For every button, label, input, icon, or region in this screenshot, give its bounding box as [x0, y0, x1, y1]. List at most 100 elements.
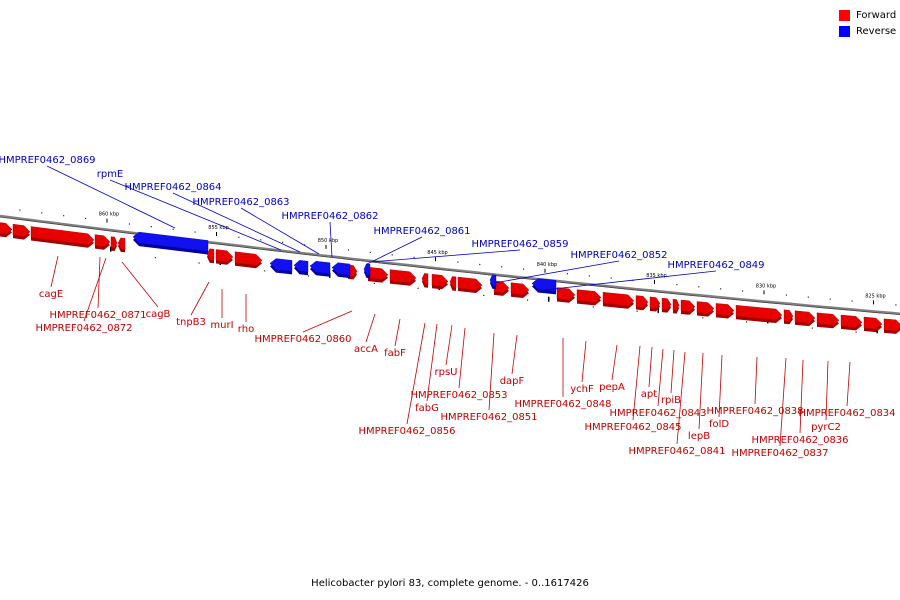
gene-label-rpsu[interactable]: rpsU: [435, 367, 458, 378]
gene-arrow-fabf[interactable]: [389, 269, 417, 286]
gene-arrow-f-post2[interactable]: [883, 318, 900, 334]
gene-label-hmpref0462-0843[interactable]: HMPREF0462_0843: [609, 408, 706, 419]
gene-arrow-hmpref0462-0871[interactable]: [94, 234, 111, 250]
gene-arrow-hmpref0462-0872[interactable]: [110, 236, 118, 252]
gene-arrow-hmpref0462-0852[interactable]: [531, 278, 557, 295]
gene-arrow-f-pre1[interactable]: [0, 222, 13, 238]
gene-label-ychf[interactable]: ychF: [570, 384, 594, 395]
gene-label-hmpref0462-0864[interactable]: HMPREF0462_0864: [124, 182, 221, 193]
gene-label-tnpb3[interactable]: tnpB3: [176, 317, 206, 328]
gene-label-hmpref0462-0860[interactable]: HMPREF0462_0860: [254, 334, 351, 345]
gene-arrow-hmpref0462-0845[interactable]: [635, 295, 649, 311]
gene-label-apt[interactable]: apt: [641, 389, 657, 400]
gene-arrow-muri[interactable]: [215, 249, 234, 265]
gene-arrow-hmpref0462-0856[interactable]: [421, 273, 429, 288]
leader-line-hmpref0462-0843: [657, 348, 664, 407]
gene-label-hmpref0462-0861[interactable]: HMPREF0462_0861: [373, 226, 470, 237]
gene-label-hmpref0462-0834[interactable]: HMPREF0462_0834: [798, 408, 895, 419]
lower-tick: [548, 296, 550, 302]
gene-label-hmpref0462-0845[interactable]: HMPREF0462_0845: [584, 422, 681, 433]
gene-label-hmpref0462-0852[interactable]: HMPREF0462_0852: [570, 250, 667, 261]
gene-arrow-apt[interactable]: [649, 296, 661, 312]
minor-tick-lower: [417, 287, 419, 289]
gene-label-rpib[interactable]: rpiB: [661, 395, 681, 406]
gene-label-muri[interactable]: murI: [210, 320, 233, 331]
gene-arrow-hmpref0462-0837[interactable]: [783, 309, 794, 325]
gene-arrow-rpme[interactable]: [269, 258, 293, 275]
gene-label-fabg[interactable]: fabG: [415, 403, 439, 414]
gene-label-dapf[interactable]: dapF: [500, 376, 525, 387]
gene-label-hmpref0462-0837[interactable]: HMPREF0462_0837: [731, 448, 828, 459]
minor-tick: [369, 251, 371, 254]
gene-arrow-f-post1[interactable]: [863, 316, 883, 333]
gene-arrow-hmpref0462-0843[interactable]: [661, 297, 672, 313]
gene-arrow-hmpref0462-0860[interactable]: [347, 264, 358, 280]
gene-label-hmpref0462-0862[interactable]: HMPREF0462_0862: [281, 211, 378, 222]
gene-arrow-rho[interactable]: [234, 251, 263, 269]
gene-label-hmpref0462-0856[interactable]: HMPREF0462_0856: [358, 426, 455, 437]
gene-label-acca[interactable]: accA: [354, 344, 378, 355]
gene-arrow-hmpref0462-0853[interactable]: [457, 276, 483, 293]
gene-arrow-lepb[interactable]: [696, 301, 715, 317]
gene-arrow-fabg[interactable]: [431, 273, 449, 290]
gene-label-lepb[interactable]: lepB: [688, 431, 710, 442]
gene-label-hmpref0462-0853[interactable]: HMPREF0462_0853: [410, 390, 507, 401]
minor-tick: [479, 263, 481, 266]
gene-label-hmpref0462-0848[interactable]: HMPREF0462_0848: [514, 399, 611, 410]
gene-arrow-rpib[interactable]: [672, 298, 680, 314]
leader-line-hmpref0462-0845: [632, 345, 641, 421]
gene-arrow-pepa[interactable]: [602, 292, 635, 309]
gene-label-hmpref0462-0869[interactable]: HMPREF0462_0869: [0, 155, 96, 166]
gene-label-hmpref0462-0851[interactable]: HMPREF0462_0851: [440, 412, 537, 423]
gene-arrow-hmpref0462-0841[interactable]: [680, 299, 696, 315]
gene-label-rho[interactable]: rho: [238, 324, 254, 335]
gene-arrow-hmpref0462-0869[interactable]: [132, 231, 209, 255]
gene-label-hmpref0462-0871[interactable]: HMPREF0462_0871: [49, 310, 146, 321]
gene-arrow-hmpref0462-0864[interactable]: [293, 260, 309, 276]
gene-label-hmpref0462-0836[interactable]: HMPREF0462_0836: [751, 435, 848, 446]
gene-label-cagb[interactable]: cagB: [146, 309, 171, 320]
gene-arrow-hmpref0462-0861[interactable]: [363, 263, 371, 279]
gene-body: [715, 303, 735, 316]
gene-label-pyrc2[interactable]: pyrC2: [811, 422, 841, 433]
gene-arrow-dapf[interactable]: [510, 282, 530, 298]
gene-label-hmpref0462-0872[interactable]: HMPREF0462_0872: [35, 323, 132, 334]
gene-arrow-fold[interactable]: [715, 303, 735, 319]
gene-label-hmpref0462-0841[interactable]: HMPREF0462_0841: [628, 446, 725, 457]
minor-tick-lower: [527, 299, 529, 301]
tick-label: 835 kbp: [646, 273, 666, 279]
gene-label-hmpref0462-0863[interactable]: HMPREF0462_0863: [192, 197, 289, 208]
legend-forward-label: Forward: [856, 10, 897, 21]
minor-tick-lower: [592, 306, 594, 308]
gene-label-hmpref0462-0849[interactable]: HMPREF0462_0849: [667, 260, 764, 271]
gene-arrow-hmpref0462-0862[interactable]: [331, 262, 351, 279]
gene-arrow-hmpref0462-0834[interactable]: [840, 314, 863, 331]
gene-arrow-hmpref0462-0863[interactable]: [309, 260, 331, 277]
gene-body: [635, 295, 649, 308]
leader-line-hmpref0462-0863: [240, 207, 320, 255]
gene-arrow-pyrc2[interactable]: [816, 312, 840, 329]
gene-label-rpme[interactable]: rpmE: [97, 169, 124, 180]
gene-label-fold[interactable]: folD: [709, 419, 729, 430]
gene-label-fabf[interactable]: fabF: [384, 348, 406, 359]
gene-arrow-hmpref0462-0838[interactable]: [735, 305, 783, 324]
gene-arrow-cage[interactable]: [30, 226, 95, 248]
gene-label-pepa[interactable]: pepA: [599, 382, 625, 393]
gene-body: [883, 318, 900, 332]
gene-arrow-hmpref0462-0859[interactable]: [489, 274, 497, 290]
gene-arrow-f-pre2[interactable]: [12, 223, 31, 240]
minor-tick: [676, 284, 678, 286]
gene-label-hmpref0462-0859[interactable]: HMPREF0462_0859: [471, 239, 568, 250]
leader-line-rpib: [670, 349, 675, 394]
tick-label: 825 kbp: [865, 293, 885, 299]
gene-arrow-hmpref0462-0848[interactable]: [556, 287, 576, 303]
gene-arrow-hmpref0462-0836[interactable]: [794, 310, 816, 327]
minor-tick: [128, 223, 130, 225]
gene-arrow-ychf[interactable]: [576, 289, 602, 306]
gene-label-hmpref0462-0838[interactable]: HMPREF0462_0838: [706, 406, 803, 417]
gene-label-cage[interactable]: cagE: [39, 289, 63, 300]
gene-arrow-hmpref0462-0851[interactable]: [493, 280, 510, 296]
gene-arrow-rpsu[interactable]: [449, 276, 457, 291]
gene-arrow-cagb[interactable]: [117, 237, 126, 253]
gene-arrow-acca[interactable]: [367, 266, 389, 283]
